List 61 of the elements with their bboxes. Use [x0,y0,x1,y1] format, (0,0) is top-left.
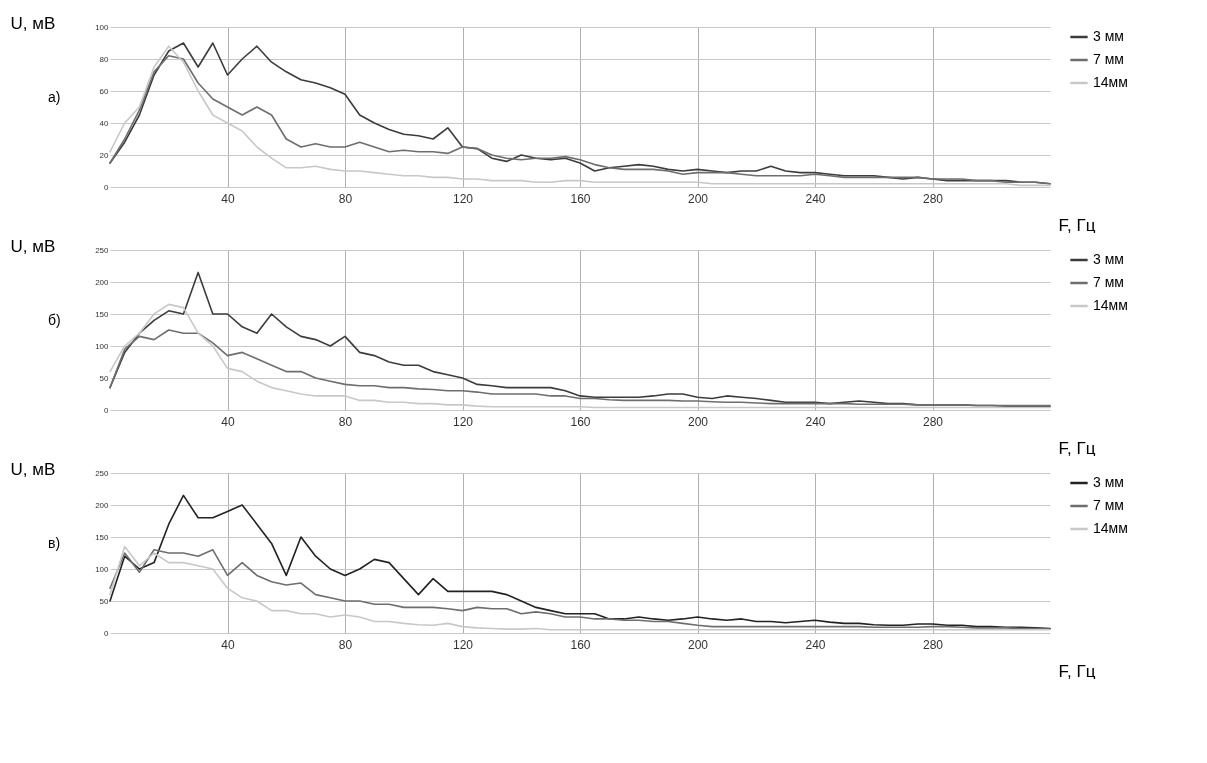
x-tick-label: 240 [805,414,826,429]
x-tick-label: 280 [922,414,944,429]
line-series [109,271,1051,407]
y-tick-label: 40 [99,118,110,128]
x-tick-label: 120 [452,637,474,652]
x-tick-label: 80 [338,191,353,206]
x-tick-label: 160 [570,414,591,429]
x-axis-title: F, Гц [1058,215,1096,235]
line-series [109,494,1051,630]
x-tick-label: 200 [687,637,709,652]
y-tick-label: 200 [95,277,110,287]
x-tick-label: 240 [805,637,826,652]
legend-label: 7 мм [1093,51,1124,67]
x-tick-label: 80 [338,637,353,652]
x-tick-label: 40 [221,191,235,206]
line-series [109,303,1051,409]
legend-label: 3 мм [1093,474,1124,490]
y-axis-title: U, мВ [10,13,56,33]
legend-label: 3 мм [1093,28,1124,44]
legend-label: 14мм [1093,74,1128,90]
x-tick-label: 120 [452,191,474,206]
text: в) [48,535,61,551]
x-tick-label: 160 [570,191,591,206]
legend-label: 7 мм [1093,274,1124,290]
y-tick-label: 50 [99,373,110,383]
x-axis-title: F, Гц [1058,661,1096,681]
legend-label: 14мм [1093,297,1128,313]
x-tick-label: 120 [452,414,474,429]
y-tick-label: 250 [95,468,110,478]
y-tick-label: 80 [99,54,110,64]
x-axis-title: F, Гц [1058,438,1096,458]
y-tick-label: 0 [104,182,110,192]
y-tick-label: 150 [95,309,110,319]
x-tick-label: 40 [221,414,235,429]
x-tick-label: 40 [221,637,235,652]
x-tick-label: 200 [687,414,709,429]
x-tick-label: 280 [922,637,944,652]
y-axis-title: U, мВ [10,236,56,256]
x-tick-label: 280 [922,191,944,206]
y-tick-label: 250 [95,245,110,255]
y-tick-label: 50 [99,596,110,606]
line-series [109,329,1051,407]
legend-label: 7 мм [1093,497,1124,513]
x-tick-label: 200 [687,191,709,206]
x-tick-label: 160 [570,637,591,652]
text: а) [48,89,61,105]
x-tick-label: 80 [338,414,353,429]
y-tick-label: 100 [95,564,110,574]
y-tick-label: 200 [95,500,110,510]
y-axis-title: U, мВ [10,459,56,479]
y-tick-label: 150 [95,532,110,542]
y-tick-label: 0 [104,405,110,415]
legend-label: 14мм [1093,520,1128,536]
y-tick-label: 0 [104,628,110,638]
y-tick-label: 60 [99,86,110,96]
x-tick-label: 240 [805,191,826,206]
legend-label: 3 мм [1093,251,1124,267]
y-tick-label: 20 [99,150,110,160]
y-tick-label: 100 [95,341,110,351]
y-tick-label: 100 [95,22,110,32]
text: б) [48,312,61,328]
